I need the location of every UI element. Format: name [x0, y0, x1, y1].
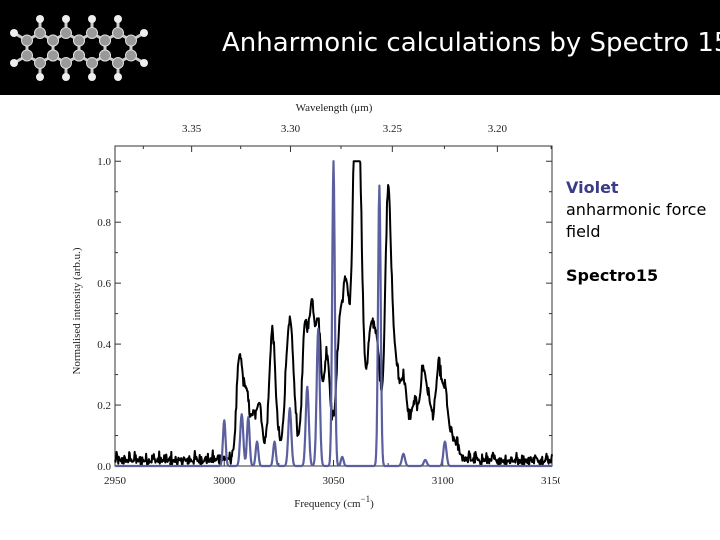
y-tick-label: 0.6 [97, 278, 111, 290]
y-axis-label: Normalised intensity (arb.u.) [71, 247, 83, 374]
series-line-spectro15 [114, 160, 553, 467]
top-axis-label: Wavelength (μm) [296, 102, 373, 114]
y-tick-label: 0.2 [97, 400, 111, 412]
x-tick-label: 3000 [213, 475, 236, 487]
y-tick-label: 0.0 [97, 461, 111, 473]
x-axis-label: Frequency (cm−1) [294, 494, 374, 510]
y-tick-label: 0.8 [97, 217, 111, 229]
series-line-violet [114, 160, 553, 468]
top-tick-label: 3.20 [488, 123, 508, 135]
legend-note-spectro: Spectro15 [566, 266, 659, 285]
top-tick-label: 3.25 [383, 123, 403, 135]
y-tick-label: 1.0 [97, 156, 111, 168]
x-tick-label: 3100 [432, 475, 455, 487]
x-tick-label: 2950 [104, 475, 127, 487]
legend-note-text: anharmonic force field [566, 200, 707, 241]
x-tick-label: 3050 [323, 475, 346, 487]
top-tick-label: 3.30 [281, 123, 301, 135]
legend-note-violet: Violet anharmonic force field [566, 177, 716, 243]
molecule-logo [10, 15, 148, 81]
slide-title: Anharmonic calculations by Spectro 15 [222, 28, 720, 58]
legend-color-word: Violet [566, 178, 619, 197]
header-bar: Anharmonic calculations by Spectro 15 [0, 0, 720, 95]
top-tick-label: 3.35 [182, 123, 202, 135]
y-tick-label: 0.4 [97, 339, 111, 351]
spectrum-chart: Wavelength (μm) Frequency (cm−1) Normali… [71, 102, 560, 510]
